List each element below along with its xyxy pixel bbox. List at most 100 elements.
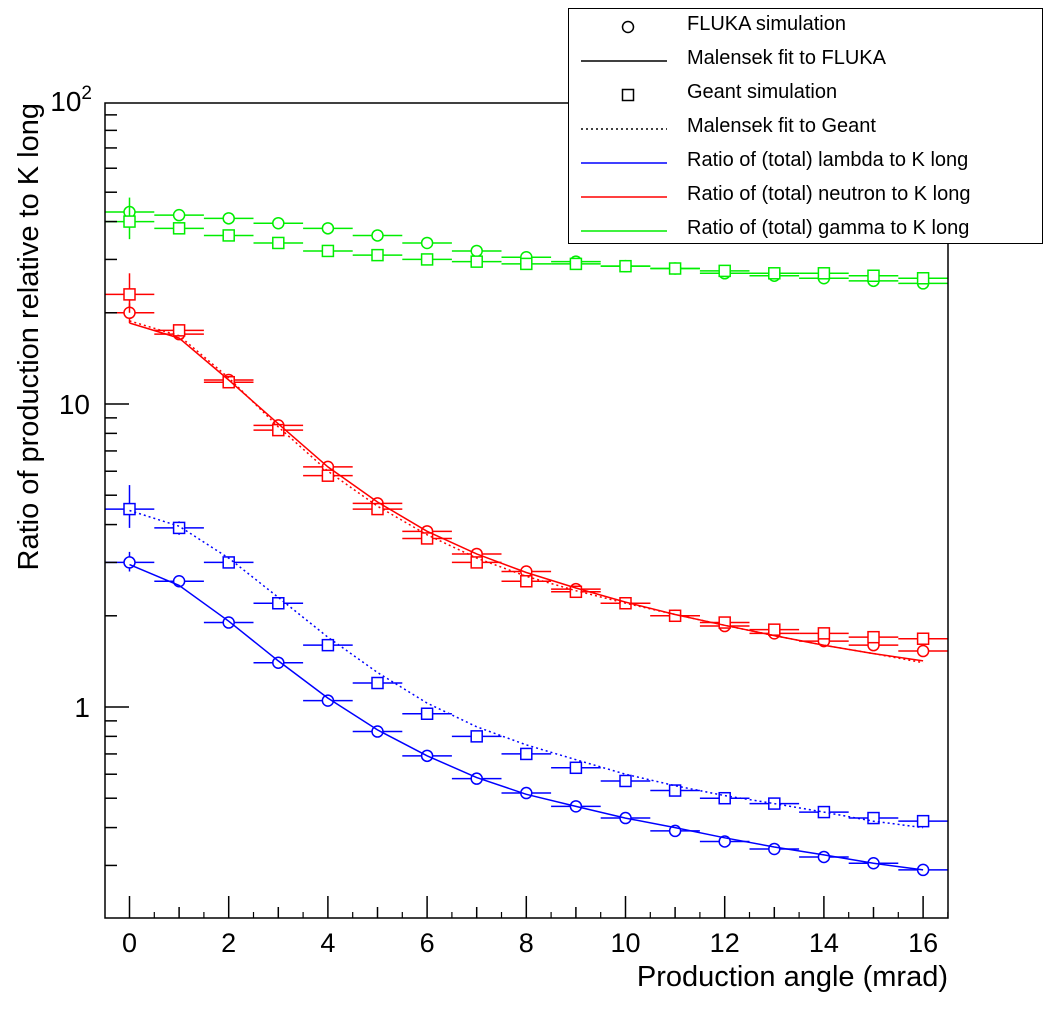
legend-entry-lambda: Ratio of (total) lambda to K long (569, 146, 1042, 180)
legend-entry-fluka-fit: Malensek fit to FLUKA (569, 44, 1042, 78)
y-tick-label: 10 (59, 389, 90, 420)
legend: FLUKA simulation Malensek fit to FLUKA G… (568, 8, 1043, 244)
legend-red-line-icon (581, 196, 667, 198)
data-point (916, 814, 930, 828)
data-point (569, 761, 583, 775)
legend-green-line-icon (581, 230, 667, 232)
fit-curve (129, 563, 924, 871)
data-point (420, 253, 434, 266)
data-point (916, 644, 930, 658)
series-lambda-fluka (105, 551, 948, 877)
data-point (321, 638, 335, 652)
data-point (123, 288, 136, 301)
series-gamma-geant (105, 206, 948, 285)
y-axis-label: Ratio of production relative to K long (13, 103, 45, 571)
x-tick-label: 2 (221, 928, 236, 958)
data-point (718, 616, 731, 629)
data-point (768, 797, 781, 810)
data-point (619, 774, 632, 788)
data-point (222, 556, 235, 569)
data-point (222, 229, 235, 242)
series-neutron-geant-fit (129, 320, 924, 664)
data-point (172, 521, 186, 535)
data-point (123, 215, 136, 228)
data-point (470, 556, 483, 569)
x-tick-label: 6 (420, 928, 435, 958)
legend-entry-gamma: Ratio of (total) gamma to K long (569, 214, 1042, 248)
data-point (768, 267, 781, 280)
data-point (222, 375, 235, 389)
data-point (321, 222, 335, 235)
data-point (668, 262, 682, 275)
series-neutron-fluka (105, 303, 948, 658)
y-tick-label: 102 (50, 83, 92, 117)
x-tick-label: 12 (710, 928, 740, 958)
data-point (420, 707, 434, 720)
data-point (371, 502, 384, 516)
data-point (817, 850, 831, 864)
legend-dotted-line-icon (581, 128, 667, 130)
data-point (916, 632, 930, 645)
series-neutron-geant (105, 273, 948, 645)
data-point (718, 791, 731, 805)
data-point (520, 575, 533, 588)
legend-entry-geant: Geant simulation (569, 78, 1042, 112)
legend-solid-line-icon (581, 60, 667, 62)
data-point (371, 248, 384, 262)
data-point (668, 784, 682, 797)
data-point (817, 267, 831, 280)
data-point (123, 502, 136, 516)
data-point (867, 811, 880, 825)
data-point (916, 272, 930, 285)
data-point (272, 656, 285, 669)
data-point (321, 244, 335, 258)
data-point (718, 264, 731, 278)
data-point (272, 596, 285, 610)
data-point (569, 257, 583, 271)
legend-entry-fluka: FLUKA simulation (569, 10, 1042, 44)
legend-label: Malensek fit to FLUKA (687, 47, 886, 69)
fit-curve (129, 320, 924, 664)
data-point (420, 236, 434, 250)
legend-label: Ratio of (total) neutron to K long (687, 183, 971, 205)
x-tick-label: 8 (519, 928, 534, 958)
data-point (470, 255, 483, 268)
legend-blue-line-icon (581, 162, 667, 164)
x-tick-label: 0 (122, 928, 137, 958)
data-point (420, 532, 434, 545)
series-lambda-geant (105, 485, 948, 828)
data-point (817, 627, 831, 640)
data-point (867, 630, 880, 644)
data-point (520, 747, 533, 761)
data-point (371, 676, 384, 690)
y-tick-label: 1 (74, 692, 90, 723)
y-tick-label-base: 10 (50, 86, 81, 117)
legend-label: Geant simulation (687, 81, 838, 103)
data-point (371, 229, 384, 242)
data-point (272, 236, 285, 250)
data-point (321, 694, 335, 707)
legend-label: FLUKA simulation (687, 13, 846, 35)
data-point (470, 244, 483, 258)
data-point (272, 216, 285, 230)
x-tick-label: 16 (908, 928, 938, 958)
data-point (470, 730, 483, 743)
data-point (619, 259, 632, 273)
data-point (867, 269, 880, 283)
data-point (172, 324, 186, 337)
series-lambda-geant-fit (129, 509, 924, 829)
data-point (321, 469, 335, 482)
fit-curve (129, 322, 924, 662)
series-lambda-fluka-fit (129, 563, 924, 871)
data-point (172, 222, 186, 235)
y-tick-label-exponent: 2 (81, 83, 92, 104)
legend-label: Ratio of (total) gamma to K long (687, 217, 970, 239)
fit-curve (129, 509, 924, 829)
series-neutron-fluka-fit (129, 322, 924, 662)
data-point (172, 208, 186, 222)
data-point (222, 212, 235, 225)
x-tick-label: 14 (809, 928, 839, 958)
data-point (768, 842, 781, 856)
legend-label: Ratio of (total) lambda to K long (687, 149, 969, 171)
